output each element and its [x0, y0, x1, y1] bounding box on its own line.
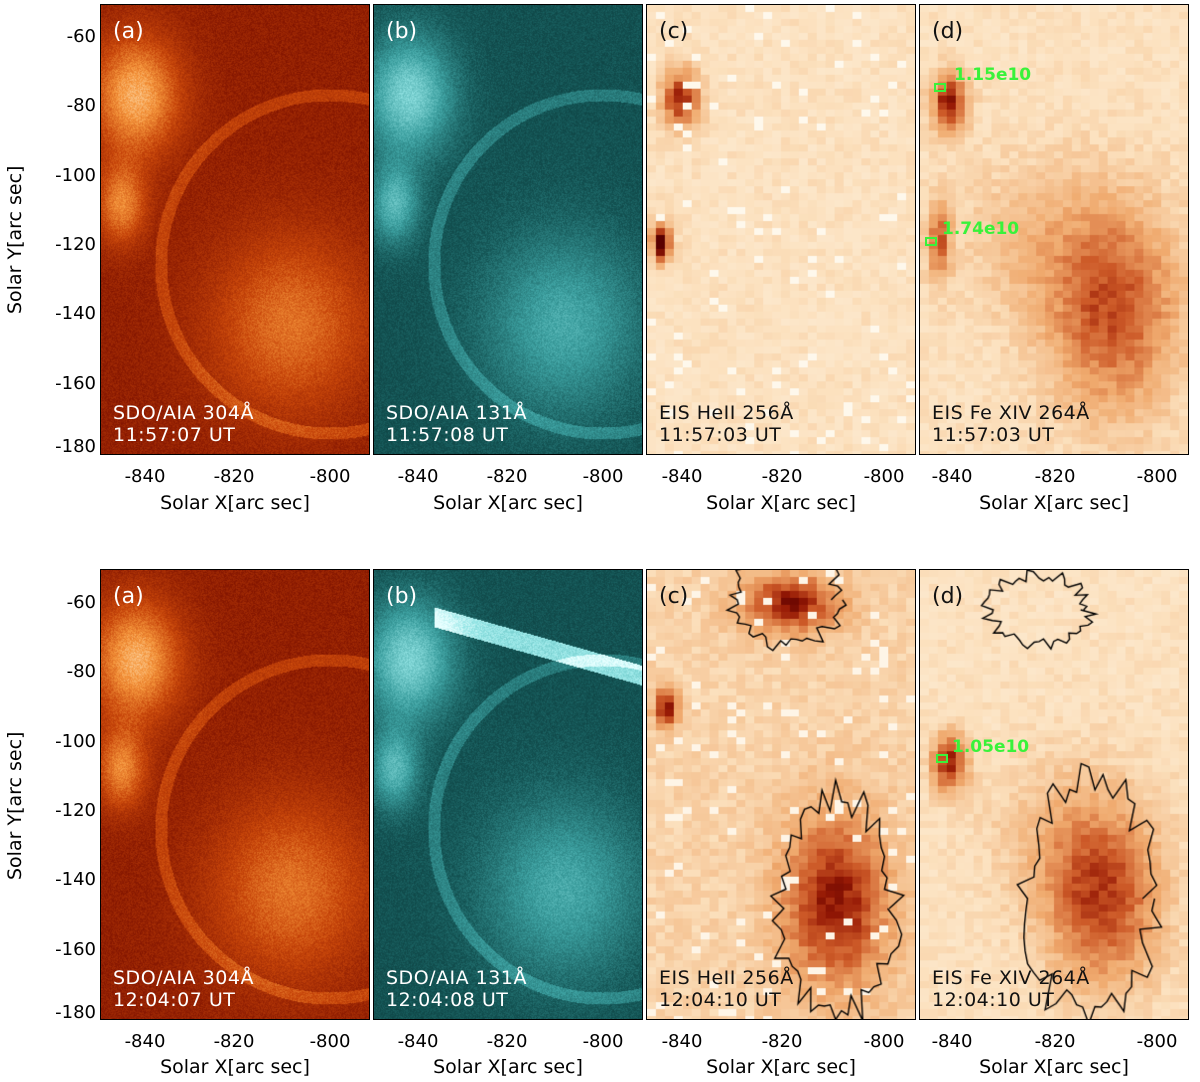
x-axis-label: Solar X[arc sec] — [160, 492, 310, 514]
y-tick-label: -60 — [66, 26, 96, 47]
panel-aia304-row2: (a) SDO/AIA 304Å 12:04:07 UT — [100, 569, 370, 1020]
y-tick-label: -120 — [55, 234, 96, 255]
panel-aia131-row1: (b) SDO/AIA 131Å 11:57:08 UT — [373, 4, 643, 455]
panel-eis-fexiv-row1: (d) 1.15e10 1.74e10 EIS Fe XIV 264Å 11:5… — [919, 4, 1189, 455]
x-tick-label: -840 — [124, 1031, 166, 1052]
instrument-label: EIS HeII 256Å — [659, 402, 794, 424]
aia131-image — [374, 570, 642, 1019]
x-axis-label: Solar X[arc sec] — [979, 492, 1129, 514]
x-tick-label: -800 — [582, 1031, 624, 1052]
x-tick-label: -820 — [761, 1031, 803, 1052]
density-annotation: 1.05e10 — [952, 737, 1030, 757]
instrument-label: SDO/AIA 304Å — [113, 967, 254, 989]
instrument-label: EIS HeII 256Å — [659, 967, 794, 989]
density-box-marker — [925, 237, 937, 246]
panel-aia304-row1: (a) SDO/AIA 304Å 11:57:07 UT — [100, 4, 370, 455]
x-axis-label: Solar X[arc sec] — [433, 492, 583, 514]
x-axis-label: Solar X[arc sec] — [706, 1056, 856, 1078]
eis-fexiv-image — [920, 5, 1188, 454]
time-label: 12:04:10 UT — [659, 989, 782, 1011]
time-label: 11:57:03 UT — [932, 424, 1055, 446]
x-tick-label: -820 — [1034, 466, 1076, 487]
time-label: 12:04:08 UT — [386, 989, 509, 1011]
x-tick-label: -820 — [1034, 1031, 1076, 1052]
y-tick-label: -180 — [55, 1002, 96, 1023]
x-tick-label: -840 — [931, 1031, 973, 1052]
x-tick-label: -800 — [1136, 1031, 1178, 1052]
density-box-marker — [936, 754, 948, 763]
time-label: 11:57:03 UT — [659, 424, 782, 446]
x-tick-label: -840 — [397, 1031, 439, 1052]
y-tick-label: -140 — [55, 303, 96, 324]
x-tick-label: -820 — [213, 1031, 255, 1052]
x-tick-label: -840 — [931, 466, 973, 487]
y-tick-label: -180 — [55, 436, 96, 457]
time-label: 12:04:07 UT — [113, 989, 236, 1011]
y-tick-label: -120 — [55, 800, 96, 821]
x-tick-label: -800 — [309, 1031, 351, 1052]
instrument-label: SDO/AIA 131Å — [386, 967, 527, 989]
panel-label: (a) — [113, 584, 144, 609]
time-label: 11:57:07 UT — [113, 424, 236, 446]
density-annotation: 1.74e10 — [942, 219, 1020, 239]
x-tick-label: -800 — [863, 1031, 905, 1052]
instrument-label: EIS Fe XIV 264Å — [932, 402, 1090, 424]
x-tick-label: -840 — [661, 466, 703, 487]
eis-fexiv-image — [920, 570, 1188, 1019]
panel-label: (d) — [932, 19, 964, 44]
y-tick-label: -100 — [55, 165, 96, 186]
x-tick-label: -800 — [863, 466, 905, 487]
aia304-image — [101, 5, 369, 454]
panel-label: (c) — [659, 584, 689, 609]
y-tick-label: -60 — [66, 592, 96, 613]
panel-label: (d) — [932, 584, 964, 609]
x-tick-label: -840 — [397, 466, 439, 487]
y-tick-label: -100 — [55, 731, 96, 752]
x-axis-label: Solar X[arc sec] — [160, 1056, 310, 1078]
x-tick-label: -820 — [486, 1031, 528, 1052]
y-tick-label: -160 — [55, 373, 96, 394]
panel-eis-fexiv-row2: (d) 1.05e10 EIS Fe XIV 264Å 12:04:10 UT — [919, 569, 1189, 1020]
x-tick-label: -840 — [661, 1031, 703, 1052]
y-axis-label: Solar Y[arc sec] — [4, 731, 26, 880]
y-tick-label: -160 — [55, 939, 96, 960]
x-tick-label: -820 — [761, 466, 803, 487]
time-label: 12:04:10 UT — [932, 989, 1055, 1011]
x-tick-label: -840 — [124, 466, 166, 487]
y-tick-label: -80 — [66, 95, 96, 116]
instrument-label: EIS Fe XIV 264Å — [932, 967, 1090, 989]
time-label: 11:57:08 UT — [386, 424, 509, 446]
x-tick-label: -820 — [486, 466, 528, 487]
panel-label: (c) — [659, 19, 689, 44]
panel-label: (a) — [113, 19, 144, 44]
aia304-image — [101, 570, 369, 1019]
x-axis-label: Solar X[arc sec] — [979, 1056, 1129, 1078]
density-annotation: 1.15e10 — [954, 65, 1032, 85]
instrument-label: SDO/AIA 304Å — [113, 402, 254, 424]
aia131-image — [374, 5, 642, 454]
x-tick-label: -800 — [582, 466, 624, 487]
panel-eis-heii-row1: (c) EIS HeII 256Å 11:57:03 UT — [646, 4, 916, 455]
x-tick-label: -800 — [309, 466, 351, 487]
y-tick-label: -80 — [66, 661, 96, 682]
y-axis-label: Solar Y[arc sec] — [4, 165, 26, 314]
eis-heii-image — [647, 5, 915, 454]
density-box-marker — [934, 83, 946, 92]
panel-aia131-row2: (b) SDO/AIA 131Å 12:04:08 UT — [373, 569, 643, 1020]
y-tick-label: -140 — [55, 869, 96, 890]
eis-heii-image — [647, 570, 915, 1019]
instrument-label: SDO/AIA 131Å — [386, 402, 527, 424]
panel-label: (b) — [386, 584, 418, 609]
panel-label: (b) — [386, 19, 418, 44]
x-tick-label: -820 — [213, 466, 255, 487]
x-axis-label: Solar X[arc sec] — [706, 492, 856, 514]
panel-eis-heii-row2: (c) EIS HeII 256Å 12:04:10 UT — [646, 569, 916, 1020]
x-axis-label: Solar X[arc sec] — [433, 1056, 583, 1078]
x-tick-label: -800 — [1136, 466, 1178, 487]
